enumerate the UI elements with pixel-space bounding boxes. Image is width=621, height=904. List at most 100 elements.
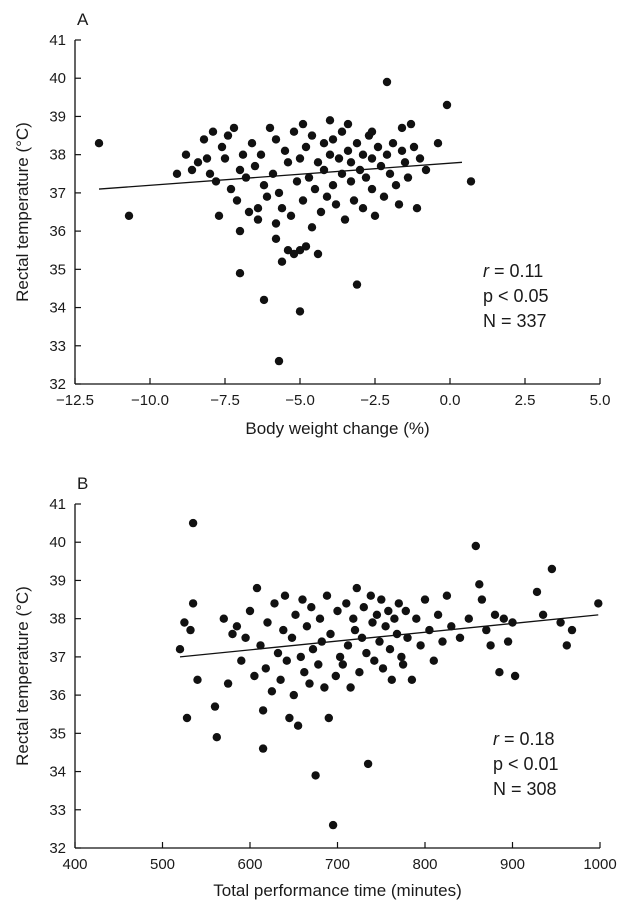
data-point [271, 135, 281, 144]
data-point [220, 154, 230, 163]
data-point [398, 660, 408, 669]
data-point [429, 656, 438, 665]
data-point [490, 610, 500, 619]
data-point [392, 629, 402, 639]
data-point [280, 146, 290, 155]
data-point [295, 307, 305, 316]
x-tick-label: 0.0 [440, 392, 461, 409]
data-point [352, 139, 362, 148]
y-tick-label: 33 [49, 802, 66, 819]
x-tick-label: 600 [237, 856, 262, 873]
data-point [289, 127, 299, 136]
x-tick-label: 400 [62, 856, 87, 873]
data-point [274, 188, 284, 198]
data-point [475, 580, 484, 589]
data-point [235, 269, 245, 278]
data-point [331, 671, 340, 681]
data-point [343, 146, 353, 155]
data-point [253, 204, 263, 213]
x-axis-label: Body weight change (%) [245, 419, 429, 438]
data-point [94, 139, 104, 148]
chart-panel-b: B 32 33 34 35 36 37 38 39 40 41 400 500 600 700 800 900 1… [13, 474, 617, 900]
data-point [181, 150, 191, 159]
data-point [401, 606, 410, 616]
data-point [307, 131, 317, 140]
data-point [283, 246, 293, 255]
data-point [305, 679, 314, 688]
r-symbol: r [483, 261, 490, 281]
panel-label: B [77, 474, 88, 493]
data-point [250, 671, 259, 681]
data-point [366, 591, 375, 600]
data-point [447, 622, 456, 631]
y-tick-label: 32 [49, 840, 66, 857]
data-point [328, 820, 338, 830]
r-value: r = 0.11 [483, 261, 543, 281]
data-point [237, 656, 246, 665]
data-point [276, 675, 285, 684]
data-point [226, 184, 236, 194]
data-point [420, 595, 430, 604]
data-point [289, 249, 299, 259]
y-tick-label: 35 [49, 261, 66, 278]
data-point [384, 606, 393, 616]
y-tick-label: 36 [49, 687, 66, 704]
data-point [377, 595, 386, 604]
y-tick-label: 38 [49, 147, 66, 164]
data-point [286, 211, 296, 220]
x-tick-label: 2.5 [515, 392, 536, 409]
data-point [532, 587, 542, 597]
data-point [307, 603, 316, 612]
data-point [212, 733, 221, 742]
data-point [313, 158, 323, 167]
data-point [486, 641, 495, 650]
data-point [334, 154, 344, 163]
data-point [352, 583, 361, 593]
data-point [322, 591, 332, 600]
data-point [232, 196, 242, 205]
data-point [367, 127, 377, 136]
data-point [298, 595, 307, 604]
data-point [217, 142, 227, 152]
data-point [342, 599, 351, 608]
data-point [433, 139, 443, 148]
data-point [320, 683, 329, 692]
y-tick-label: 34 [49, 764, 66, 781]
data-point [477, 595, 487, 604]
chart-panel-a: A 32 33 34 35 36 37 38 39 40 41 −12.5 −10.0 −7.5 −5.0 −… [13, 10, 610, 438]
data-point [270, 599, 279, 608]
data-point [182, 713, 192, 723]
data-point [394, 200, 404, 209]
data-point [208, 127, 218, 136]
x-tick-label: 5.0 [590, 392, 611, 409]
data-point [219, 614, 228, 623]
data-point [302, 622, 312, 631]
data-point [352, 280, 362, 289]
data-point [315, 614, 325, 623]
data-point [295, 246, 305, 255]
data-point [223, 679, 233, 688]
data-point [188, 599, 198, 608]
data-point [373, 142, 383, 152]
data-point [223, 131, 233, 140]
y-tick-label: 35 [49, 725, 66, 742]
data-point [262, 192, 272, 201]
data-point [370, 211, 380, 220]
p-value: p < 0.01 [493, 754, 559, 774]
regression-line [179, 614, 599, 658]
data-point [186, 625, 195, 635]
data-point [310, 184, 320, 194]
data-point [311, 771, 320, 780]
data-point [337, 127, 347, 136]
data-point [367, 184, 377, 194]
y-axis-label: Rectal temperature (°C) [13, 586, 32, 766]
data-point [277, 257, 287, 266]
data-point [388, 139, 398, 148]
data-point [261, 664, 270, 673]
data-point [199, 135, 209, 144]
data-point [328, 181, 338, 190]
data-point [338, 660, 347, 669]
y-tick-label: 40 [49, 534, 66, 551]
data-point [317, 637, 326, 646]
data-point [295, 154, 305, 163]
